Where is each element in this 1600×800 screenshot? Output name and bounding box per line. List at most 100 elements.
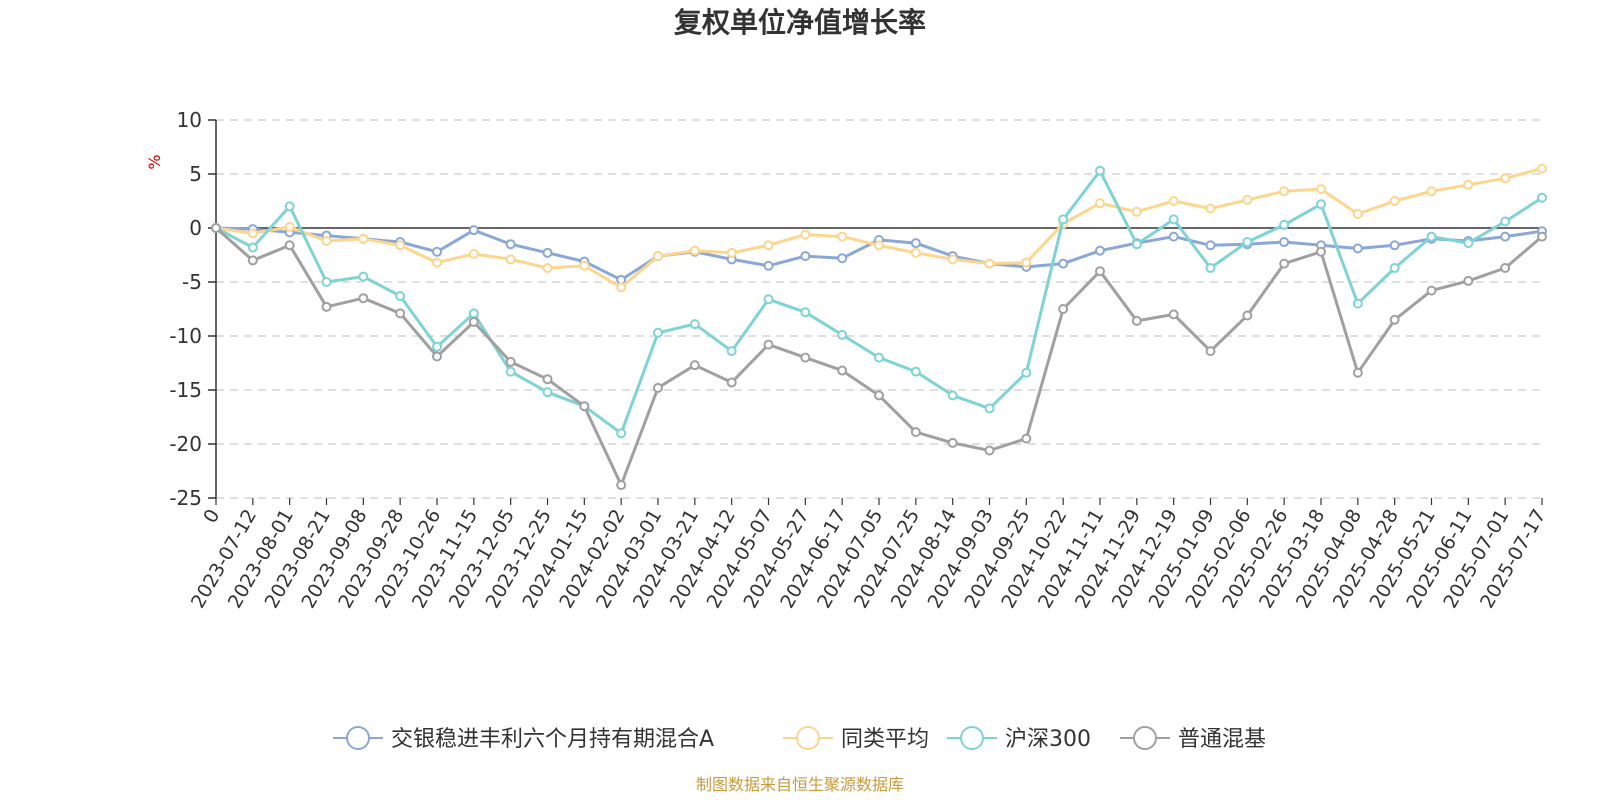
data-point (800, 229, 811, 240)
data-point (874, 240, 884, 251)
data-point (468, 225, 479, 236)
data-point (800, 307, 811, 318)
data-point (763, 240, 774, 251)
data-point (616, 480, 627, 491)
data-point (689, 245, 700, 256)
data-point (726, 377, 737, 388)
y-tick-label: 5 (189, 162, 202, 186)
data-point (1168, 196, 1179, 206)
data-point (1279, 219, 1290, 230)
data-point (1095, 266, 1105, 277)
data-point (395, 291, 406, 302)
y-tick-label: -5 (182, 270, 202, 294)
data-point (1352, 208, 1363, 219)
data-point (800, 251, 811, 262)
data-point (1389, 196, 1400, 206)
legend-label: 普通混基 (1178, 727, 1266, 752)
data-point (284, 240, 295, 251)
data-point (247, 242, 258, 253)
data-point (947, 437, 958, 448)
data-point (1095, 245, 1105, 256)
data-point (726, 247, 737, 258)
data-point (468, 248, 479, 259)
data-point (1131, 315, 1142, 326)
data-point (1316, 184, 1326, 195)
data-point (1168, 231, 1179, 242)
legend-swatch-marker (960, 726, 984, 750)
data-point (321, 301, 332, 312)
data-point (616, 282, 627, 293)
data-point (1463, 179, 1474, 190)
data-point (1426, 285, 1437, 296)
y-tick-label: -20 (169, 432, 202, 456)
data-point (1279, 258, 1290, 269)
data-point (726, 346, 737, 357)
data-point (763, 260, 774, 271)
data-point (505, 254, 516, 265)
data-point (874, 390, 884, 401)
y-tick-label: -25 (169, 486, 202, 510)
data-point (653, 327, 663, 338)
data-point (432, 246, 442, 257)
data-point (1463, 238, 1474, 249)
data-point (247, 255, 258, 266)
data-point (505, 366, 516, 377)
legend-item[interactable]: 普通混基 (1120, 726, 1266, 752)
series-3 (211, 223, 1547, 491)
legend-item[interactable]: 交银稳进丰利六个月持有期混合A (333, 726, 714, 752)
data-point (1500, 262, 1511, 273)
data-point (1389, 262, 1400, 273)
data-point (432, 341, 442, 352)
x-axis-ticks: 02023-07-122023-08-012023-08-212023-09-0… (187, 498, 1550, 612)
data-point (689, 360, 700, 371)
data-point (910, 247, 921, 258)
data-point (1058, 214, 1069, 225)
series-lines (211, 163, 1547, 491)
legend-item[interactable]: 沪深300 (947, 726, 1091, 752)
gridlines (216, 119, 1542, 499)
data-point (1352, 367, 1363, 378)
x-tick-label: 0 (199, 506, 224, 527)
data-point (1352, 298, 1363, 309)
legend-label: 沪深300 (1005, 727, 1091, 752)
data-point (1242, 194, 1253, 205)
legend-item[interactable]: 同类平均 (783, 726, 929, 752)
y-axis-unit: % (145, 154, 164, 169)
series-1 (211, 163, 1547, 293)
y-tick-label: 0 (189, 216, 202, 240)
data-point (984, 445, 995, 456)
data-point (1205, 262, 1216, 273)
data-point (1205, 203, 1216, 214)
data-point (1500, 173, 1511, 184)
data-point (1352, 243, 1363, 254)
y-tick-label: -10 (169, 324, 202, 348)
legend-swatch-marker (796, 726, 820, 750)
data-point (1463, 275, 1474, 286)
legend: 交银稳进丰利六个月持有期混合A 同类平均 沪深300 普通混基 (333, 726, 1266, 752)
data-point (358, 271, 369, 282)
data-point (1279, 186, 1290, 197)
data-point (1021, 257, 1032, 268)
data-point (468, 316, 479, 327)
data-point (1205, 240, 1216, 251)
data-point (247, 228, 258, 239)
data-point (1242, 310, 1253, 321)
data-point (505, 356, 516, 367)
data-point (837, 253, 848, 264)
chart-title: 复权单位净值增长率 (674, 6, 926, 39)
data-point (321, 235, 332, 246)
legend-label: 交银稳进丰利六个月持有期混合A (391, 727, 714, 752)
data-point (579, 260, 590, 271)
data-point (211, 223, 221, 233)
data-point (763, 339, 774, 350)
data-point (542, 374, 553, 385)
data-point (1537, 231, 1547, 242)
data-point (284, 201, 295, 212)
data-point (1500, 231, 1511, 242)
data-point (837, 231, 848, 242)
data-point (653, 382, 663, 393)
data-point (432, 351, 442, 362)
data-point (395, 308, 406, 319)
data-point (984, 403, 995, 414)
